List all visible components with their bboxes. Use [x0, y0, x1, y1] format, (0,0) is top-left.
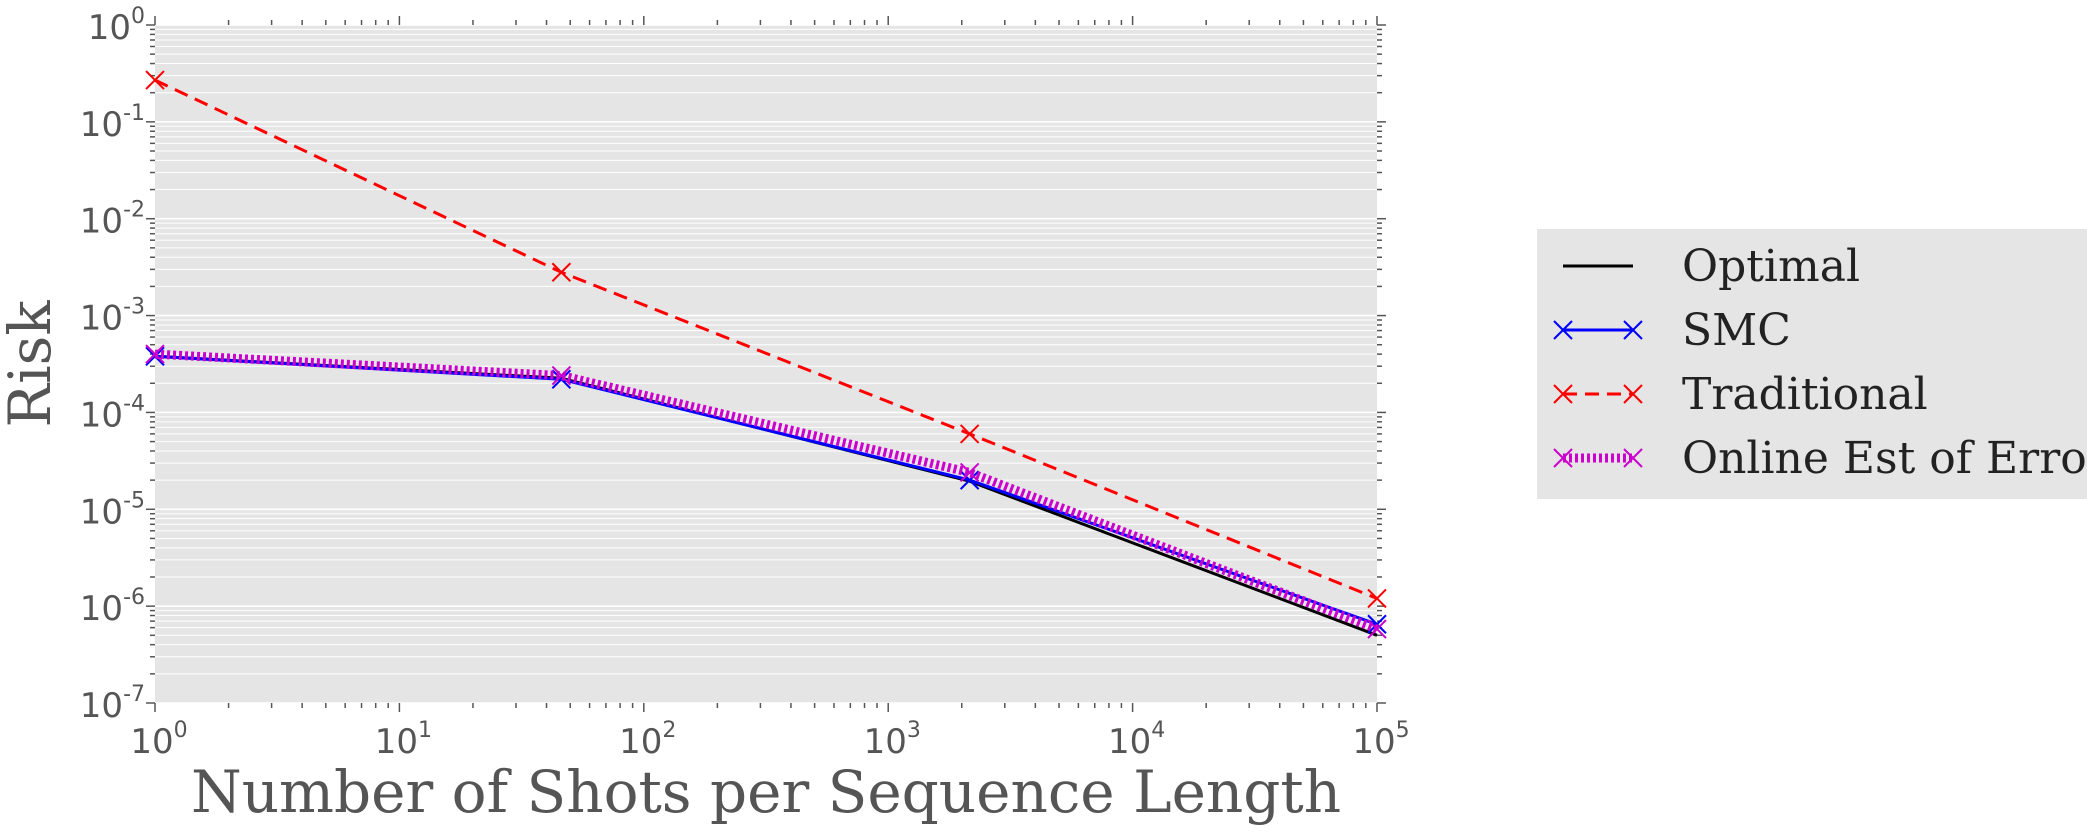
x-tick-label: 104 — [1108, 718, 1165, 762]
legend-marker — [1623, 448, 1643, 468]
data-point — [1367, 614, 1387, 634]
x-tick-label: 101 — [375, 718, 432, 762]
data-point — [959, 470, 980, 490]
data-point — [145, 344, 165, 364]
y-tick-label: 10-2 — [80, 198, 145, 242]
legend-entry: SMC — [1553, 305, 1791, 356]
legend-label: Online Est of Error — [1682, 433, 2087, 484]
grid-lines — [155, 24, 1377, 704]
x-tick-label: 102 — [619, 718, 676, 762]
series-traditional — [145, 70, 1387, 609]
data-point — [959, 424, 980, 444]
legend-label: Optimal — [1682, 241, 1860, 292]
data-point — [551, 369, 572, 389]
x-tick-label: 100 — [130, 718, 187, 762]
series-layer — [145, 70, 1387, 639]
legend-label: SMC — [1682, 305, 1791, 356]
data-point — [551, 262, 572, 282]
x-tick-label: 103 — [864, 718, 921, 762]
legend-entry: Online Est of Error — [1553, 433, 2087, 484]
data-point — [145, 70, 165, 90]
legend-marker — [1623, 384, 1643, 404]
y-tick-label: 10-3 — [80, 295, 145, 339]
legend: Optimal SMC Traditional Online Est of Error — [1537, 229, 2087, 499]
x-tick-label: 105 — [1352, 718, 1409, 762]
legend-marker — [1623, 320, 1643, 340]
y-tick-label: 10-1 — [80, 101, 145, 145]
legend-marker — [1553, 384, 1573, 404]
legend-marker — [1553, 448, 1573, 468]
data-point — [959, 462, 980, 483]
series-line — [154, 78, 1378, 600]
data-point — [1367, 619, 1387, 639]
data-point — [551, 365, 572, 386]
y-tick-label: 10-5 — [80, 488, 145, 532]
y-axis-label: Risk — [0, 300, 64, 428]
tick-labels: 100 101 102 103 104 105 100 10-1 10-2 10-3 10-4 10-… — [80, 4, 1410, 762]
y-tick-label: 10-4 — [80, 391, 145, 435]
legend-label: Traditional — [1682, 369, 1928, 420]
legend-entry: Optimal — [1563, 241, 1860, 292]
series-line — [154, 349, 1379, 634]
y-tick-label: 10-6 — [80, 585, 145, 629]
axis-ticks — [146, 16, 1386, 712]
series-online-est-of-error — [145, 344, 1387, 639]
y-tick-label: 100 — [88, 4, 145, 48]
plot-background — [155, 25, 1377, 703]
x-axis-label: Number of Shots per Sequence Length — [191, 758, 1341, 826]
legend-marker — [1553, 320, 1573, 340]
legend-entry: Traditional — [1553, 369, 1928, 420]
y-tick-label: 10-7 — [80, 682, 145, 726]
data-point — [1367, 588, 1387, 609]
